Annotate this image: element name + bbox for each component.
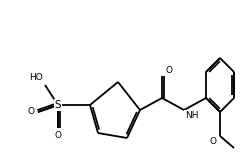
Text: S: S: [55, 100, 61, 110]
Text: O: O: [165, 66, 172, 75]
Text: O: O: [54, 131, 61, 140]
Text: O: O: [210, 137, 217, 146]
Text: NH: NH: [185, 111, 198, 120]
Text: HO: HO: [29, 73, 43, 82]
Text: O: O: [27, 108, 34, 117]
